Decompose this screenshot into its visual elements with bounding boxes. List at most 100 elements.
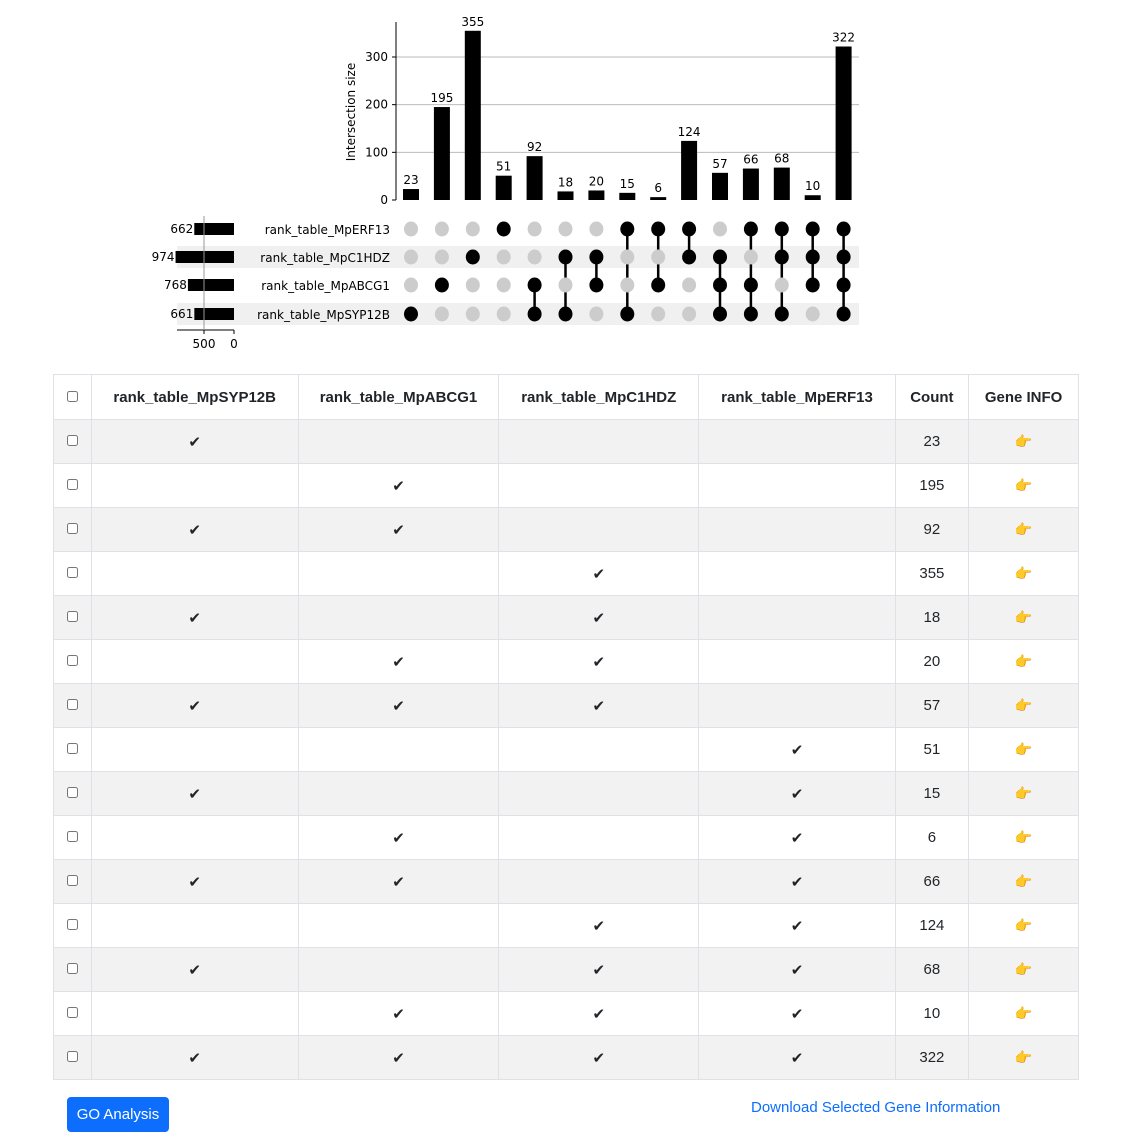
check-mark: ✔	[790, 785, 804, 803]
row-checkbox[interactable]	[66, 963, 78, 974]
set-membership-cell	[90, 639, 299, 684]
check-mark: ✔	[392, 873, 405, 891]
column-header[interactable]: Gene INFO	[968, 374, 1079, 420]
check-mark: ✔	[790, 741, 804, 759]
pointing-hand-icon[interactable]: 👉	[1014, 433, 1033, 449]
row-checkbox[interactable]	[66, 875, 78, 886]
pointing-hand-icon[interactable]: 👉	[1014, 917, 1033, 933]
set-membership-cell	[90, 991, 299, 1036]
set-membership-cell	[698, 595, 896, 640]
column-header[interactable]: rank_table_MpERF13	[698, 374, 896, 420]
row-checkbox[interactable]	[66, 699, 78, 710]
pointing-hand-icon[interactable]: 👉	[1014, 741, 1033, 757]
row-checkbox[interactable]	[66, 1051, 78, 1062]
set-membership-cell: ✔	[498, 595, 700, 640]
pointing-hand-icon[interactable]: 👉	[1014, 785, 1033, 801]
row-checkbox[interactable]	[66, 1007, 78, 1018]
membership-dot-active	[404, 306, 418, 322]
row-checkbox[interactable]	[66, 787, 78, 798]
membership-dot-inactive	[496, 306, 511, 322]
set-membership-cell: ✔	[698, 991, 896, 1036]
bar-label: 57	[712, 157, 727, 171]
membership-dot-inactive	[651, 306, 666, 322]
table-row: ✔ ✔ 18 👉	[53, 595, 1079, 640]
membership-dot-active	[589, 277, 604, 293]
set-membership-cell	[498, 859, 700, 904]
pointing-hand-icon[interactable]: 👉	[1014, 1049, 1033, 1065]
row-select-cell	[53, 947, 92, 992]
membership-dot-active	[836, 306, 851, 322]
gene-info-cell: 👉	[968, 859, 1079, 904]
count-cell: 20	[894, 639, 970, 684]
check-mark: ✔	[188, 785, 201, 803]
intersection-bar	[588, 190, 605, 200]
membership-dot-active	[620, 306, 635, 322]
set-size-bar	[187, 279, 234, 291]
membership-dot-active	[651, 277, 666, 293]
count-cell: 124	[894, 903, 970, 948]
pointing-hand-icon[interactable]: 👉	[1014, 1005, 1033, 1021]
pointing-hand-icon[interactable]: 👉	[1014, 477, 1033, 493]
membership-dot-inactive	[774, 277, 789, 293]
row-checkbox[interactable]	[66, 655, 78, 666]
set-membership-cell	[698, 507, 896, 552]
set-membership-cell	[297, 727, 500, 772]
row-checkbox[interactable]	[66, 831, 78, 842]
row-checkbox[interactable]	[66, 567, 78, 578]
set-size-label: 974	[152, 250, 175, 264]
pointing-hand-icon[interactable]: 👉	[1014, 653, 1033, 669]
row-checkbox[interactable]	[66, 919, 78, 930]
membership-dot-inactive	[682, 277, 697, 293]
set-membership-cell	[498, 727, 700, 772]
row-select-cell	[53, 507, 92, 552]
check-mark: ✔	[188, 609, 201, 627]
pointing-hand-icon[interactable]: 👉	[1014, 697, 1033, 713]
column-header[interactable]: Count	[894, 374, 970, 420]
go-analysis-button[interactable]: GO Analysis	[67, 1097, 169, 1132]
set-name-label: rank_table_MpABCG1	[261, 279, 390, 293]
column-header[interactable]: rank_table_MpABCG1	[297, 374, 500, 420]
check-mark: ✔	[790, 961, 804, 979]
set-membership-cell: ✔	[498, 551, 700, 596]
intersection-bar	[650, 197, 667, 200]
check-mark: ✔	[592, 609, 606, 627]
set-membership-cell: ✔	[90, 771, 299, 816]
membership-dot-inactive	[651, 249, 666, 265]
download-link[interactable]: Download Selected Gene Information	[751, 1099, 1001, 1116]
row-select-cell	[53, 683, 92, 728]
row-checkbox[interactable]	[66, 523, 78, 534]
check-mark: ✔	[188, 433, 201, 451]
table-row: ✔ ✔ ✔ 68 👉	[53, 947, 1079, 992]
set-membership-cell: ✔	[90, 1035, 299, 1080]
row-checkbox[interactable]	[66, 743, 78, 754]
pointing-hand-icon[interactable]: 👉	[1014, 609, 1033, 625]
pointing-hand-icon[interactable]: 👉	[1014, 873, 1033, 889]
set-membership-cell	[498, 771, 700, 816]
table-row: ✔ 195 👉	[53, 463, 1079, 508]
membership-dot-inactive	[558, 277, 573, 293]
row-checkbox[interactable]	[66, 479, 78, 490]
intersection-bar	[403, 189, 419, 200]
row-checkbox[interactable]	[66, 435, 78, 446]
set-membership-cell	[90, 903, 299, 948]
column-header[interactable]: rank_table_MpSYP12B	[90, 374, 299, 420]
set-membership-cell: ✔	[498, 683, 700, 728]
pointing-hand-icon[interactable]: 👉	[1014, 829, 1033, 845]
check-mark: ✔	[392, 829, 405, 847]
membership-dot-active	[651, 221, 666, 237]
select-all-checkbox[interactable]	[66, 390, 78, 402]
column-header[interactable]: rank_table_MpC1HDZ	[498, 374, 700, 420]
pointing-hand-icon[interactable]: 👉	[1014, 565, 1033, 581]
pointing-hand-icon[interactable]: 👉	[1014, 961, 1033, 977]
gene-info-cell: 👉	[968, 639, 1079, 684]
row-checkbox[interactable]	[66, 611, 78, 622]
set-membership-cell	[297, 903, 500, 948]
pointing-hand-icon[interactable]: 👉	[1014, 521, 1033, 537]
membership-dot-inactive	[620, 277, 635, 293]
check-mark: ✔	[392, 1005, 405, 1023]
set-membership-cell: ✔	[297, 859, 500, 904]
table-row: ✔ ✔ ✔ 57 👉	[53, 683, 1079, 728]
intersection-bar	[773, 167, 790, 200]
membership-dot-active	[713, 306, 727, 322]
